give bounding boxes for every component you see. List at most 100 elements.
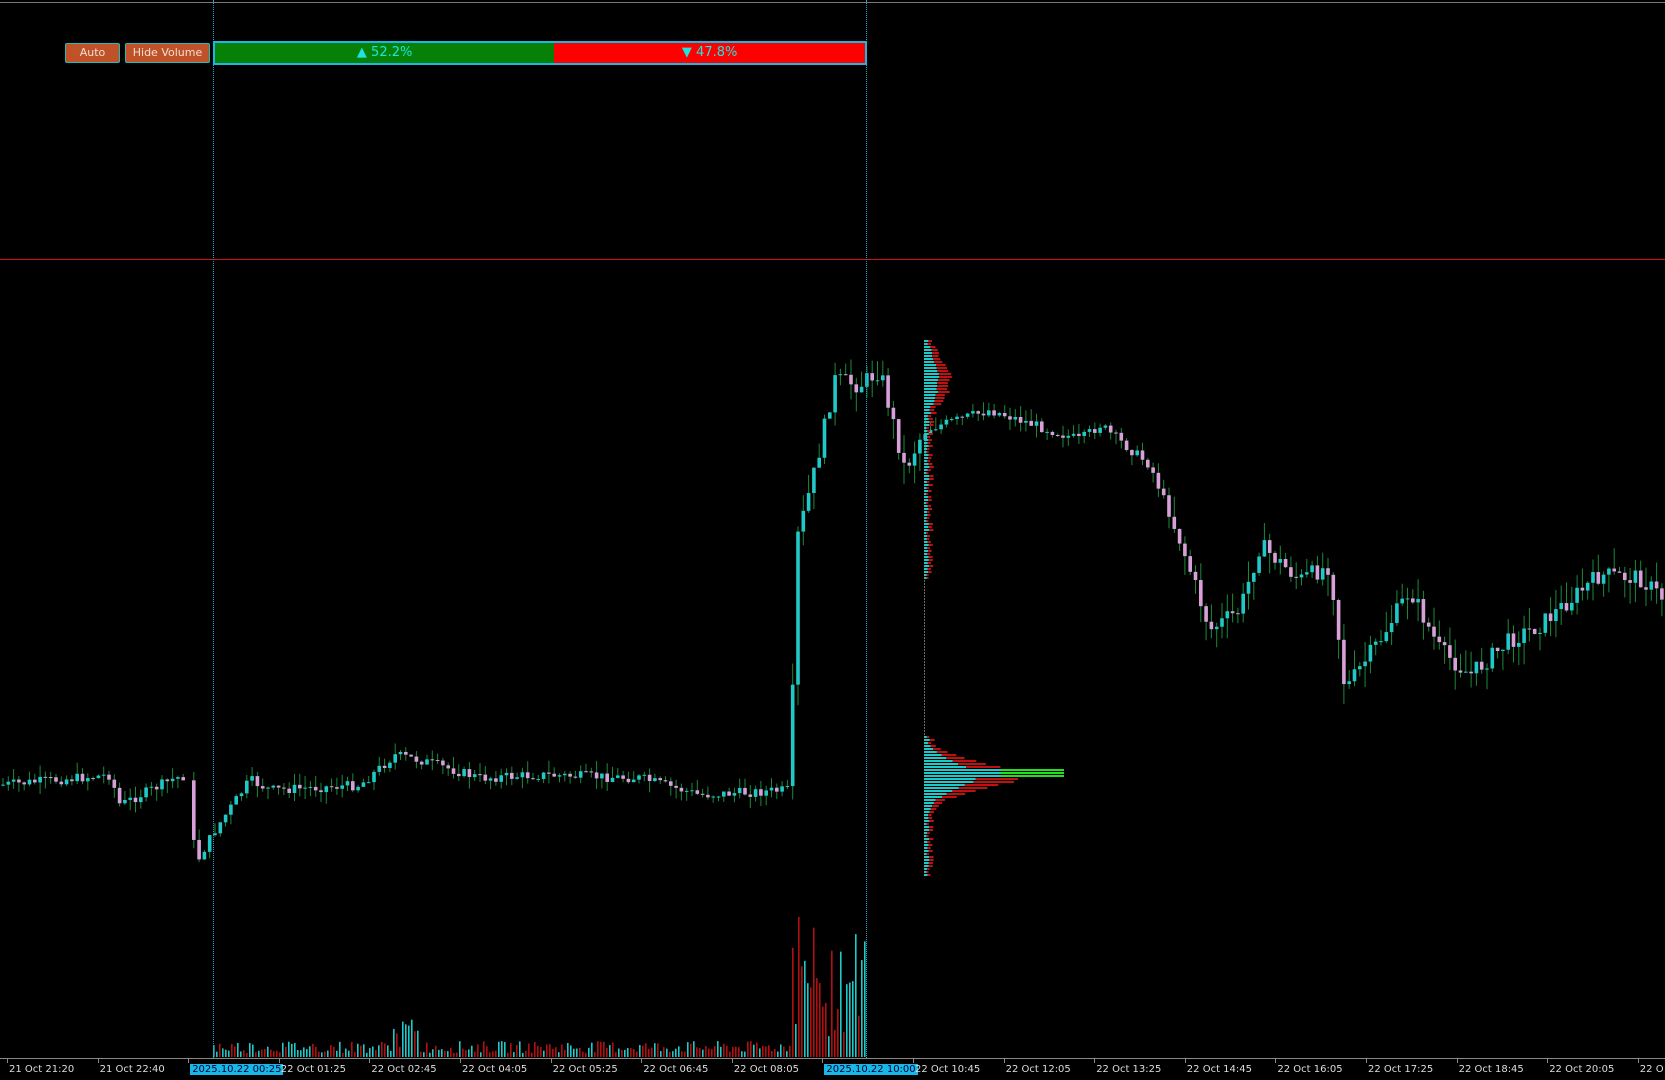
price-level-line[interactable] — [0, 259, 1665, 260]
profile-bar-down — [932, 352, 939, 354]
profile-bar-down — [927, 847, 931, 849]
price-chart[interactable] — [0, 0, 1665, 1058]
profile-bar-up — [924, 643, 925, 645]
candle — [207, 835, 212, 852]
candle — [308, 786, 313, 788]
profile-bar-down — [958, 787, 988, 789]
volume-bar — [519, 1041, 521, 1057]
profile-bar-up — [924, 478, 930, 480]
volume-bar — [609, 1045, 611, 1057]
profile-bar-down — [936, 751, 948, 753]
profile-bar-up — [924, 400, 935, 402]
candle — [1146, 459, 1150, 468]
volume-bar — [864, 941, 866, 1057]
candle — [520, 772, 525, 778]
profile-bar-up — [924, 481, 927, 483]
profile-bar-down — [928, 544, 933, 546]
volume-bar — [264, 1048, 266, 1057]
candle — [769, 787, 774, 791]
profile-bar-up — [924, 841, 928, 843]
volume-bar — [555, 1047, 557, 1057]
candle — [80, 773, 85, 782]
profile-bar-up — [924, 637, 925, 639]
hide-volume-button[interactable]: Hide Volume — [125, 43, 210, 63]
candle — [345, 781, 350, 786]
volume-bar — [252, 1044, 254, 1057]
profile-bar-up — [924, 376, 940, 378]
volume-bar — [288, 1041, 290, 1057]
candle — [1077, 433, 1081, 436]
volume-bar — [831, 950, 833, 1057]
volume-bar — [654, 1043, 656, 1057]
volume-bar — [300, 1050, 302, 1057]
volume-bar — [291, 1043, 293, 1057]
candle — [563, 773, 567, 776]
profile-bar-down — [946, 757, 965, 759]
profile-bar-down — [928, 523, 933, 525]
volume-bar — [354, 1051, 356, 1057]
tick-mark — [1275, 1059, 1277, 1063]
candle — [653, 778, 657, 782]
candle — [366, 782, 371, 784]
profile-bar-up — [924, 724, 925, 726]
profile-bar-up — [924, 343, 928, 345]
candle — [552, 773, 556, 777]
profile-bar-up — [924, 424, 930, 426]
volume-bar — [378, 1045, 380, 1057]
volume-bar — [270, 1049, 272, 1057]
range-start-line[interactable] — [213, 0, 214, 1058]
candle — [1373, 641, 1378, 645]
candle — [759, 789, 763, 796]
profile-bar-up — [924, 850, 929, 852]
candle — [706, 794, 710, 798]
volume-bar — [435, 1045, 437, 1057]
profile-bar-up — [924, 412, 931, 414]
profile-bar-up — [924, 871, 927, 873]
candle — [753, 789, 758, 797]
candle — [382, 765, 387, 768]
volume-bar — [243, 1050, 245, 1057]
volume-bar — [552, 1048, 554, 1057]
profile-bar-up — [924, 529, 930, 531]
profile-bar-up — [924, 532, 927, 534]
volume-bar — [504, 1042, 506, 1057]
profile-bar-up — [924, 817, 929, 819]
auto-button[interactable]: Auto — [65, 43, 120, 63]
candle — [1522, 628, 1526, 643]
candle — [1230, 611, 1235, 614]
candle — [457, 773, 461, 777]
tick-mark — [1094, 1059, 1096, 1063]
profile-bar-up — [924, 433, 929, 435]
profile-bar-down — [975, 778, 1019, 780]
volume-bar — [246, 1052, 248, 1057]
candle — [631, 779, 636, 783]
profile-bar-down — [928, 850, 933, 852]
candle — [1389, 622, 1394, 633]
range-end-line[interactable] — [866, 0, 867, 1058]
candle — [955, 416, 959, 420]
candle — [1432, 626, 1436, 637]
time-label: 22 Oct 08:05 — [733, 1064, 799, 1075]
tick-mark — [460, 1059, 461, 1063]
volume-bar — [510, 1043, 512, 1057]
volume-bar — [426, 1042, 428, 1057]
candle — [223, 814, 228, 823]
volume-bar — [846, 984, 848, 1057]
profile-bar-up — [924, 685, 925, 687]
volume-bar — [711, 1048, 713, 1057]
candle — [70, 779, 74, 782]
profile-bar-up — [924, 625, 925, 627]
candle — [1008, 416, 1012, 420]
volume-bar — [765, 1046, 767, 1057]
profile-bar-down — [935, 799, 946, 801]
volume-bar — [585, 1052, 587, 1057]
profile-bar-down — [927, 430, 931, 432]
candle — [1379, 641, 1383, 643]
time-label: 22 O — [1639, 1064, 1664, 1075]
profile-bar-up — [924, 460, 928, 462]
candle — [462, 769, 466, 777]
candle — [149, 786, 154, 788]
candle — [1024, 420, 1028, 423]
volume-bar — [561, 1044, 563, 1057]
candle — [997, 412, 1002, 416]
